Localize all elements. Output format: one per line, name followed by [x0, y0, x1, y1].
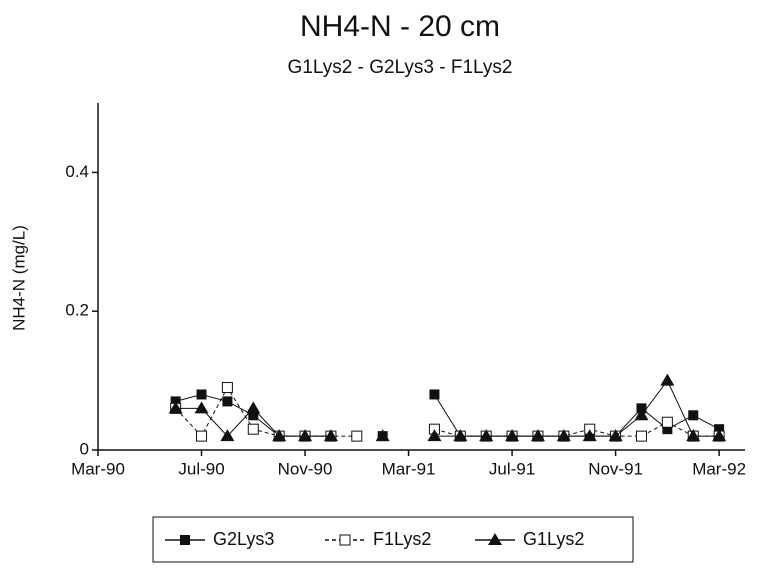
marker: [168, 401, 183, 414]
marker: [660, 373, 675, 386]
legend-label: F1Lys2: [373, 529, 431, 549]
x-tick-label: Nov-91: [588, 459, 643, 478]
chart-title: NH4-N - 20 cm: [300, 10, 500, 43]
marker: [427, 429, 442, 442]
marker: [505, 429, 520, 442]
marker: [634, 408, 649, 421]
marker: [556, 429, 571, 442]
chart-subtitle: G1Lys2 - G2Lys3 - F1Lys2: [288, 57, 513, 78]
marker: [608, 429, 623, 442]
marker: [298, 429, 313, 442]
marker: [662, 424, 673, 435]
marker: [351, 430, 363, 442]
marker: [429, 389, 440, 400]
series-line: [175, 386, 720, 437]
marker: [246, 401, 261, 414]
x-tick-label: Mar-90: [71, 459, 125, 478]
marker: [248, 410, 259, 421]
x-tick-label: Mar-91: [382, 459, 436, 478]
marker: [453, 429, 468, 442]
marker: [221, 382, 233, 394]
marker: [194, 401, 209, 414]
legend-label: G1Lys2: [523, 529, 584, 549]
marker: [530, 429, 545, 442]
x-tick-label: Nov-90: [278, 459, 333, 478]
marker: [375, 429, 390, 442]
marker: [712, 429, 727, 442]
marker: [196, 430, 208, 442]
x-tick-label: Jul-91: [489, 459, 535, 478]
marker: [479, 429, 494, 442]
y-tick-label: 0.2: [65, 301, 89, 320]
x-tick-label: Jul-90: [178, 459, 224, 478]
marker: [247, 423, 259, 435]
y-tick-label: 0.4: [65, 162, 89, 181]
marker: [222, 396, 233, 407]
marker: [272, 429, 287, 442]
marker: [323, 429, 338, 442]
marker: [688, 410, 699, 421]
legend-marker: [339, 534, 351, 546]
legend-marker: [488, 533, 502, 545]
marker: [582, 429, 597, 442]
marker: [686, 429, 701, 442]
x-tick-label: Mar-92: [692, 459, 746, 478]
y-tick-label: 0: [80, 439, 89, 458]
legend-marker: [180, 535, 190, 545]
marker: [661, 416, 673, 428]
y-axis-label: NH4-N (mg/L): [9, 225, 28, 331]
marker: [635, 430, 647, 442]
legend-box: [152, 516, 634, 563]
marker: [220, 429, 235, 442]
legend-label: G2Lys3: [213, 529, 274, 549]
marker: [196, 389, 207, 400]
